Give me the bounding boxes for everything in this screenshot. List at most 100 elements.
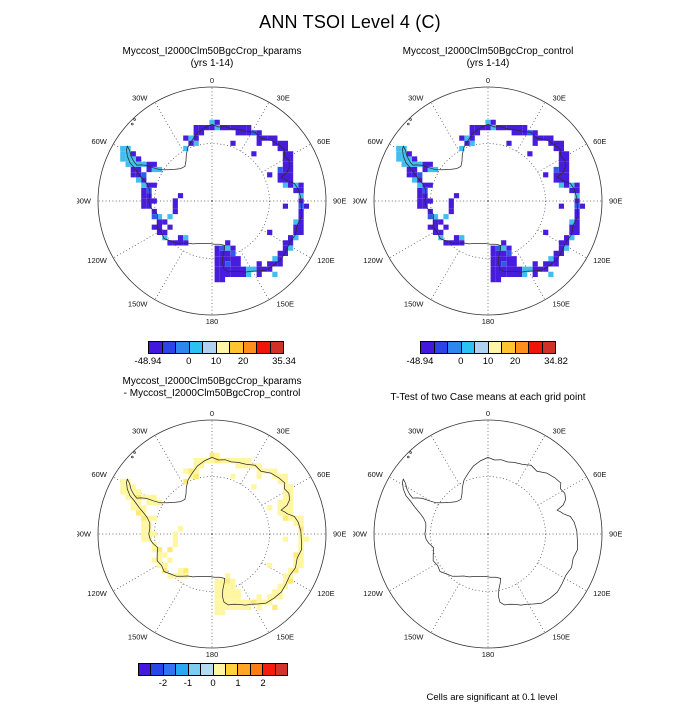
island-mark: [409, 451, 412, 454]
lon-label-120E: 120E: [317, 256, 335, 265]
colorbar-segment: [224, 664, 238, 675]
colorbar-tick-labels: -48.94 0 10 20 34.82: [407, 354, 568, 367]
colorbar-segment: [447, 342, 461, 353]
longitude-line-150W: [154, 583, 184, 633]
longitude-line-30W: [430, 435, 460, 485]
colorbar-segment: [501, 342, 515, 353]
lon-label-180: 180: [206, 650, 219, 659]
lon-label-120E: 120E: [593, 256, 611, 265]
lon-label-150W: 150W: [404, 300, 425, 309]
colorbar-tick-label: 34.82: [544, 356, 568, 367]
lon-label-180: 180: [482, 650, 495, 659]
colorbar-tick-labels: -48.94 0 10 20 35.34: [135, 354, 296, 367]
panel-title-kparams: Myccost_I2000Clm50BgcCrop_kparams (yrs 1…: [62, 46, 362, 69]
colorbar-segment: [514, 342, 528, 353]
panel-title-line: Myccost_I2000Clm50BgcCrop_kparams: [122, 376, 302, 387]
data-cell-layer: [120, 119, 304, 277]
colorbar-segment: [187, 664, 201, 675]
lon-label-120E: 120E: [593, 589, 611, 598]
lon-label-60E: 60E: [317, 137, 330, 146]
island-mark: [131, 122, 134, 126]
map-ttest: 0 30E 60E 90E 120E 150E 180 150W 120W 90W 60W 30W: [353, 409, 622, 659]
data-cells: [120, 452, 309, 616]
longitude-line-30E: [516, 435, 546, 485]
lon-label-60E: 60E: [593, 470, 606, 479]
colorbar-segment: [433, 342, 447, 353]
lon-label-30E: 30E: [553, 93, 566, 102]
lon-label-120W: 120W: [87, 589, 108, 598]
lon-label-150W: 150W: [404, 633, 425, 642]
lon-label-0: 0: [210, 76, 214, 85]
longitude-line-150W: [154, 250, 184, 300]
island-mark: [407, 455, 410, 459]
lon-label-150W: 150W: [128, 633, 149, 642]
colorbar-segment: [149, 342, 162, 353]
lon-label-30W: 30W: [408, 93, 424, 102]
colorbar-segments: [420, 341, 556, 354]
colorbar-tick-label: -2: [158, 678, 168, 689]
colorbar-segment: [139, 664, 151, 675]
panel-title-control: Myccost_I2000Clm50BgcCrop_control (yrs 1…: [338, 46, 638, 69]
panel-title-line: Myccost_I2000Clm50BgcCrop_kparams: [122, 46, 302, 57]
lon-label-90E: 90E: [609, 197, 622, 206]
data-cell-layer: [130, 119, 309, 283]
longitude-line-150E: [516, 583, 546, 633]
lon-label-60W: 60W: [367, 470, 383, 479]
colorbar-tick-label: 1: [235, 678, 241, 689]
panel-title-line: - Myccost_I2000Clm50BgcCrop_control: [123, 387, 301, 399]
colorbar-segment: [229, 342, 243, 353]
longitude-labels: 0 30E 60E 90E 120E 150E 180 150W 120W 90W 60W 30W: [353, 409, 622, 659]
colorbar-tick-label: -48.94: [134, 356, 162, 367]
colorbar-tick-label: 0: [210, 678, 216, 689]
lon-label-150E: 150E: [553, 633, 571, 642]
longitude-line-150W: [430, 250, 460, 300]
colorbar-kparams: -48.94 0 10 20 35.34: [135, 341, 296, 367]
colorbar-tick-label: 20: [237, 356, 249, 367]
longitude-line-60E: [537, 476, 587, 506]
colorbar-segment: [175, 342, 189, 353]
longitude-line-30W: [154, 435, 184, 485]
colorbar-segment: [188, 342, 202, 353]
colorbar-segment: [274, 664, 288, 675]
latitude-circle-75S: [430, 476, 546, 592]
antarctica-coastline: [402, 457, 578, 606]
longitude-line-30W: [154, 102, 184, 152]
colorbar-segments: [148, 341, 284, 354]
lon-label-150E: 150E: [277, 633, 295, 642]
island-mark: [133, 118, 136, 121]
lon-label-150E: 150E: [553, 300, 571, 309]
lon-label-90W: 90W: [77, 197, 92, 206]
longitude-labels: 0 30E 60E 90E 120E 150E 180 150W 120W 90W 60W 30W: [77, 409, 346, 659]
lon-label-150W: 150W: [128, 300, 149, 309]
colorbar-segment: [161, 342, 175, 353]
colorbar-tick-label: -1: [183, 678, 193, 689]
map-boundary-circle: [97, 419, 327, 649]
colorbar-segment: [474, 342, 488, 353]
data-cell-layer: [396, 119, 580, 277]
data-cell-layer: [120, 452, 309, 616]
lon-label-180: 180: [206, 317, 219, 326]
lon-label-120W: 120W: [87, 256, 108, 265]
colorbar-segment: [249, 664, 263, 675]
lon-label-60E: 60E: [317, 470, 330, 479]
lon-label-30E: 30E: [277, 93, 290, 102]
colorbar-segment: [150, 664, 163, 675]
colorbar-tick-labels: -2 -1 0 1 2: [138, 676, 288, 689]
colorbar-segment: [215, 342, 229, 353]
lon-label-120W: 120W: [363, 256, 384, 265]
lon-label-60E: 60E: [593, 137, 606, 146]
lon-label-0: 0: [210, 409, 214, 418]
colorbar-tick-label: 20: [509, 356, 521, 367]
map-boundary-circle: [97, 86, 327, 316]
lon-label-120W: 120W: [363, 589, 384, 598]
data-cell-layer: [406, 119, 585, 283]
antarctica-coastline: [126, 124, 302, 273]
map-control: 0 30E 60E 90E 120E 150E 180 150W 120W 90W 60W 30W: [353, 76, 622, 326]
island-mark: [131, 455, 134, 459]
colorbar-segment: [175, 664, 188, 675]
map-boundary-circle: [373, 419, 603, 649]
lon-label-90W: 90W: [353, 530, 368, 539]
lon-label-90E: 90E: [609, 530, 622, 539]
panel-subtitle-years: (yrs 1-14): [190, 57, 234, 69]
lon-label-30W: 30W: [408, 426, 424, 435]
